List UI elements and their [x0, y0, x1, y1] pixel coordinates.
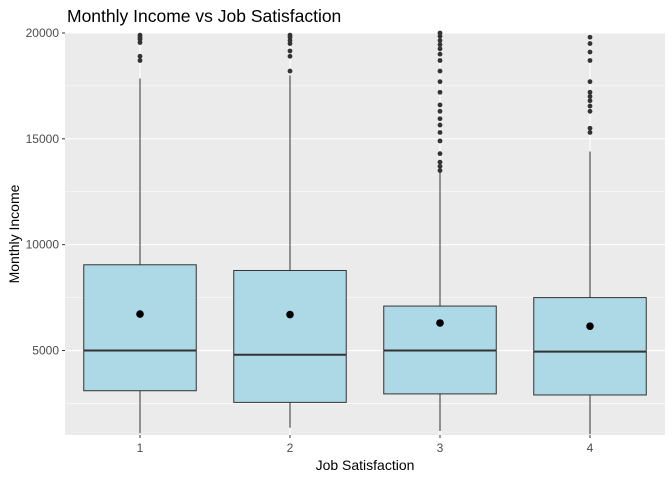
x-axis-title: Job Satisfaction [316, 457, 415, 473]
outlier-point [587, 49, 593, 55]
outlier-point [287, 48, 293, 54]
mean-point [436, 319, 444, 327]
y-tick-label: 10000 [26, 238, 60, 252]
box-group-4 [533, 34, 647, 435]
outlier-point [587, 103, 593, 109]
outlier-point [437, 151, 443, 157]
outlier-point [587, 108, 593, 114]
outlier-point [437, 108, 443, 114]
outlier-point [437, 138, 443, 144]
mean-point [136, 310, 144, 318]
outlier-point [587, 125, 593, 131]
outlier-point [287, 32, 293, 38]
box-iqr [533, 297, 647, 396]
outlier-point [587, 41, 593, 46]
x-axis-ticks: 1 2 3 4 [137, 435, 594, 455]
box-group-1 [83, 32, 197, 434]
x-tick-label: 1 [137, 441, 144, 455]
box-group-2 [233, 32, 347, 428]
boxes-layer [83, 30, 647, 435]
y-axis-title: Monthly Income [6, 184, 22, 283]
outlier-point [437, 58, 443, 63]
outlier-point [437, 168, 443, 173]
outlier-point [587, 79, 593, 85]
outlier-point [437, 37, 443, 43]
x-tick-label: 2 [287, 441, 294, 455]
outlier-point [587, 98, 593, 104]
outlier-point [137, 53, 143, 59]
outlier-point [437, 122, 443, 128]
outlier-point [437, 116, 443, 122]
outlier-point [587, 94, 593, 99]
outlier-point [437, 89, 443, 95]
outlier-point [437, 102, 443, 108]
outlier-point [437, 42, 443, 48]
outlier-point [137, 32, 143, 38]
x-tick-label: 3 [437, 441, 444, 455]
outlier-point [137, 58, 143, 63]
outlier-point [587, 130, 593, 135]
outlier-point [437, 163, 443, 169]
y-tick-label: 5000 [32, 344, 59, 358]
outlier-point [287, 68, 293, 74]
outlier-point [587, 58, 593, 63]
mean-point [286, 310, 294, 319]
outlier-point [287, 53, 293, 59]
outlier-point [437, 46, 443, 52]
outlier-point [437, 159, 443, 165]
y-tick-label: 15000 [26, 132, 60, 146]
x-tick-label: 4 [587, 441, 594, 455]
mean-point [586, 322, 594, 330]
outlier-point [437, 68, 443, 74]
outlier-point [587, 34, 593, 40]
y-axis-ticks: 5000 10000 15000 20000 [26, 26, 65, 358]
outlier-point [437, 30, 443, 36]
box-iqr [83, 264, 197, 392]
outlier-point [437, 130, 443, 135]
outlier-point [437, 51, 443, 57]
outlier-point [437, 79, 443, 85]
chart-title: Monthly Income vs Job Satisfaction [67, 6, 342, 26]
box-iqr [233, 269, 347, 403]
outlier-point [587, 89, 593, 95]
y-tick-label: 20000 [26, 26, 60, 40]
box-group-3 [383, 30, 497, 431]
